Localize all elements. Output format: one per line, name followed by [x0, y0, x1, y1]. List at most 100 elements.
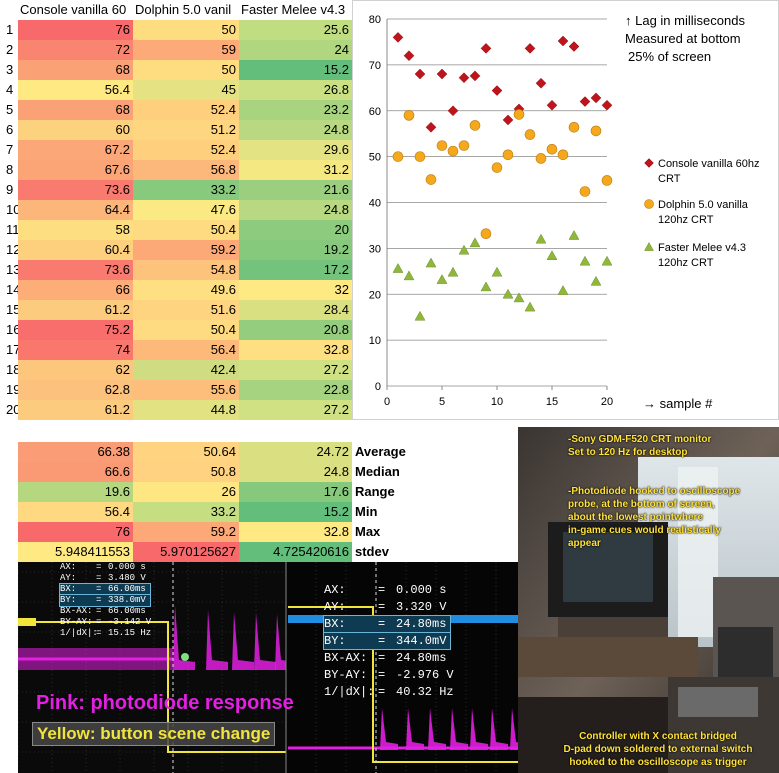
faster-melee-cell: 24.8: [239, 120, 352, 140]
dolphin-cell: 49.6: [133, 280, 239, 300]
test-setup-photo: -Sony GDM-F520 CRT monitor Set to 120 Hz …: [518, 427, 779, 773]
data-point: [436, 68, 448, 80]
legend-label: Faster Melee v4.3: [658, 242, 746, 254]
dolphin-cell: 52.4: [133, 140, 239, 160]
row-number: 14: [0, 280, 18, 300]
row-number: 10: [0, 200, 18, 220]
data-point: [579, 96, 591, 107]
pink-label: Pink: photodiode response: [36, 692, 294, 714]
row-number: 9: [0, 180, 18, 200]
row-number: 18: [0, 360, 18, 380]
note-line: Controller with X contact bridged: [579, 731, 737, 742]
faster-melee-cell: 25.6: [239, 20, 352, 40]
x-tick-label: 20: [601, 396, 613, 408]
data-point: [579, 186, 591, 197]
console-cell: 60: [18, 120, 133, 140]
dolphin-cell: 50: [133, 20, 239, 40]
dolphin-cell: 56.4: [133, 340, 239, 360]
data-point: [480, 228, 492, 239]
data-point: [469, 120, 481, 131]
data-point: [491, 85, 503, 96]
scope-readout-row: BX: = 66.00ms: [59, 583, 151, 596]
readout-key: BY:: [60, 595, 77, 605]
scope-readout-row: BY: = 344.0mV: [322, 632, 452, 650]
note-line: hooked to the oscilloscope as trigger: [569, 757, 747, 768]
note-line: D-pad down soldered to external switch: [563, 744, 753, 755]
readout-key: AY:: [324, 600, 346, 614]
data-point: [458, 72, 470, 84]
data-point: [491, 162, 503, 173]
scope-readout-row: 1/|dX|: = 40.32 Hz: [324, 684, 454, 700]
scope-readout-row: AY: = 3.480 V: [60, 573, 146, 584]
data-point: [513, 109, 525, 120]
row-number: 19: [0, 380, 18, 400]
stat-label: Min: [352, 502, 442, 522]
data-point: [403, 270, 415, 281]
legend-label: Dolphin 5.0 vanilla: [658, 199, 749, 211]
stat-faster-melee-cell: 24.8: [239, 462, 352, 482]
yellow-marker: [18, 618, 36, 626]
y-tick-label: 60: [369, 106, 381, 118]
faster-melee-cell: 22.8: [239, 380, 352, 400]
column-header: Dolphin 5.0 vanil: [133, 0, 239, 20]
readout-equals: =: [378, 668, 386, 682]
console-cell: 73.6: [18, 260, 133, 280]
data-point: [425, 121, 437, 133]
data-point: [403, 50, 415, 62]
legend-label: 120hz CRT: [658, 214, 714, 226]
row-number: 5: [0, 100, 18, 120]
data-point: [480, 281, 492, 292]
faster-melee-cell: 24.8: [239, 200, 352, 220]
data-point: [447, 105, 459, 117]
data-point: [557, 35, 569, 47]
stat-dolphin-cell: 26: [133, 482, 239, 502]
data-point: [535, 233, 547, 244]
readout-equals: =: [96, 584, 102, 594]
yellow-trace: [18, 621, 286, 753]
yellow-label: Yellow: button scene change: [32, 722, 276, 746]
console-cell: 72: [18, 40, 133, 60]
stat-faster-melee-cell: 15.2: [239, 502, 352, 522]
console-cell: 67.6: [18, 160, 133, 180]
faster-melee-cell: 20.8: [239, 320, 352, 340]
data-point: [469, 237, 481, 248]
stat-label: stdev: [352, 542, 442, 562]
data-point: [524, 43, 536, 54]
data-point: [579, 255, 591, 266]
dolphin-cell: 59.2: [133, 240, 239, 260]
data-point: [392, 151, 404, 162]
readout-value: 66.00ms: [108, 584, 146, 594]
pink-pulse: [254, 613, 276, 670]
stat-dolphin-cell: 5.970125627: [133, 542, 239, 562]
data-point: [601, 99, 613, 111]
readout-equals: =: [378, 600, 386, 614]
chart-annotation: ↑ Lag in milliseconds: [625, 13, 745, 28]
console-cell: 62: [18, 360, 133, 380]
data-point: [546, 143, 558, 155]
data-point: [392, 31, 404, 43]
readout-key: 1/|dX|:: [60, 628, 98, 638]
data-point: [524, 301, 536, 312]
chart-annotation: 25% of screen: [628, 49, 711, 64]
data-point: [502, 149, 514, 161]
note-line: appear: [568, 538, 601, 549]
data-point: [513, 292, 525, 303]
readout-key: 1/|dX|:: [324, 685, 375, 699]
data-point: [601, 255, 613, 266]
stat-dolphin-cell: 50.8: [133, 462, 239, 482]
data-point: [392, 263, 404, 273]
stat-console-cell: 5.948411553: [18, 542, 133, 562]
readout-value: 3.320 V: [396, 600, 447, 614]
legend-marker: [644, 199, 654, 209]
dolphin-cell: 33.2: [133, 180, 239, 200]
note-line: in-game cues would realistically: [568, 525, 721, 536]
stat-console-cell: 66.6: [18, 462, 133, 482]
row-number: 1: [0, 20, 18, 40]
dolphin-cell: 55.6: [133, 380, 239, 400]
console-cell: 68: [18, 60, 133, 80]
console-cell: 56.4: [18, 80, 133, 100]
readout-equals: =: [96, 606, 102, 616]
pink-pulse: [206, 610, 228, 670]
data-point: [447, 266, 459, 277]
pink-pulse: [275, 614, 297, 670]
